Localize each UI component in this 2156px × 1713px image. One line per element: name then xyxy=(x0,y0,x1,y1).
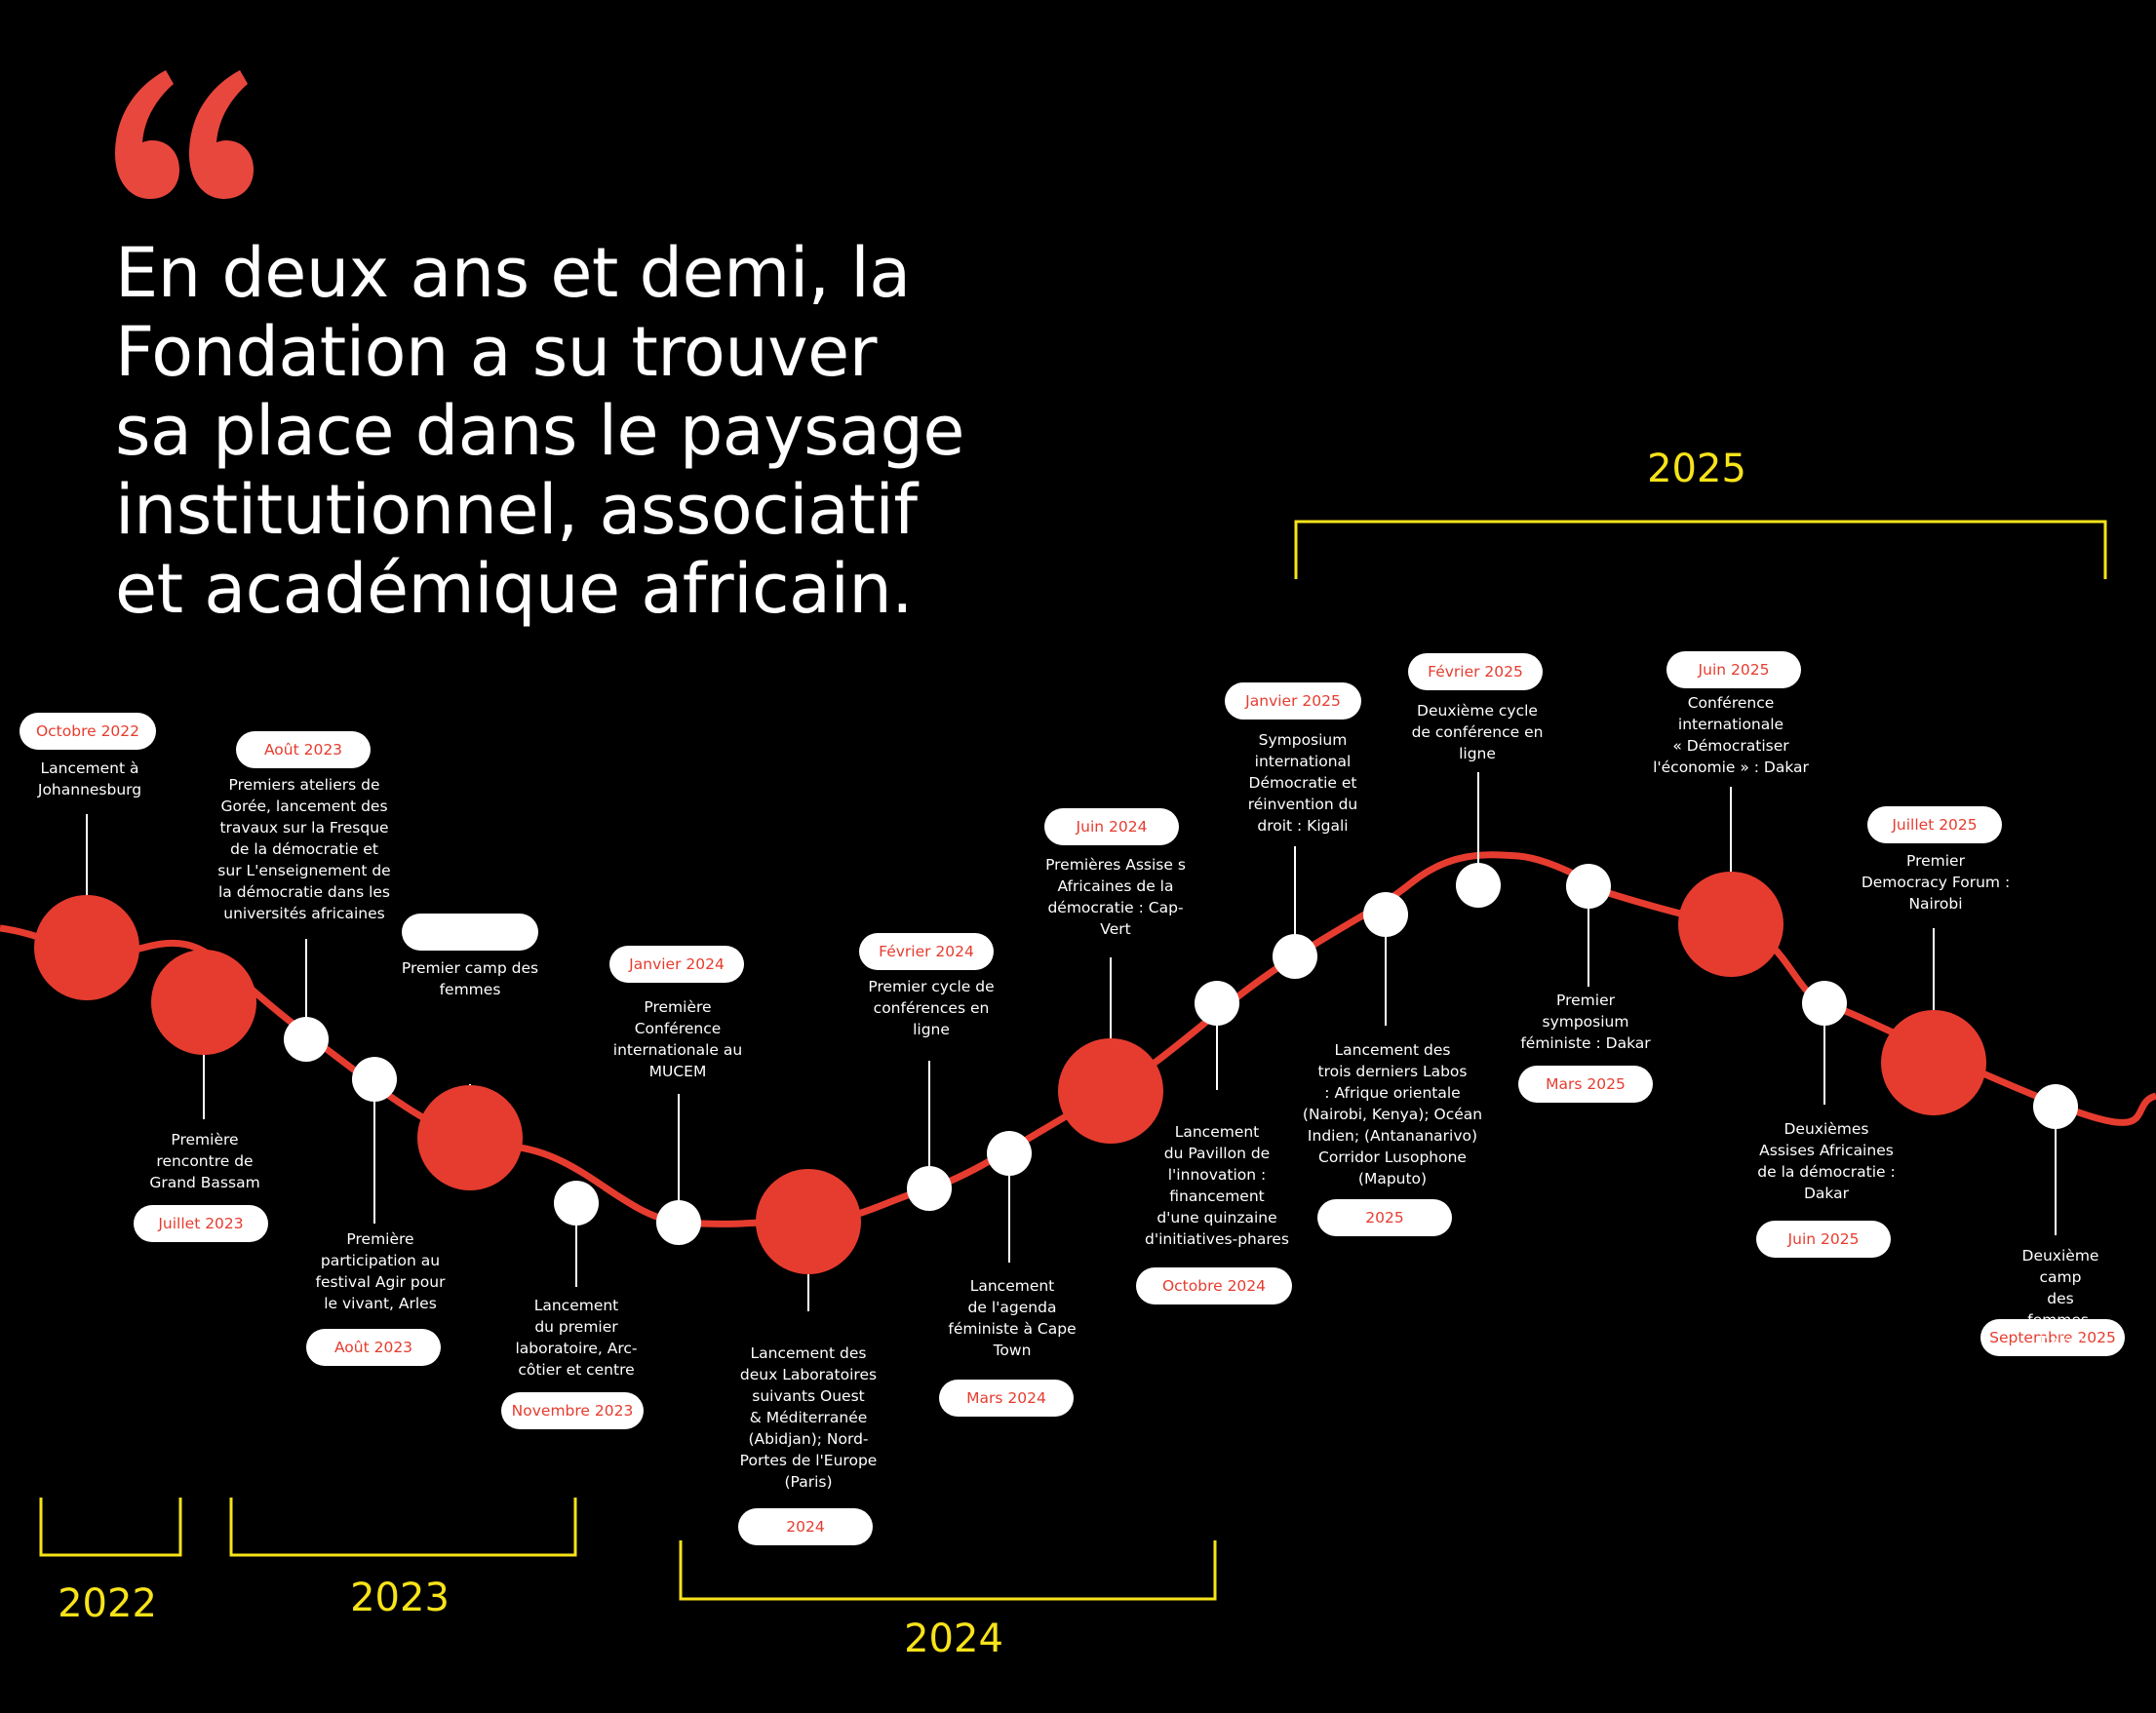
event-date-pill: Octobre 2022 xyxy=(20,713,156,750)
event-description: Symposium international Démocratie et ré… xyxy=(1247,731,1358,835)
year-bracket-2022 xyxy=(39,1498,182,1557)
headline-line: et académique africain. xyxy=(115,549,914,629)
event-date-pill: Juillet 2023 xyxy=(134,1205,268,1242)
event-date-pill: Février 2024 xyxy=(859,933,994,970)
event-date-pill: Juin 2025 xyxy=(1756,1221,1891,1258)
opening-quote-icon xyxy=(115,70,254,199)
event-description: Premières Assise s Africaines de la démo… xyxy=(1045,856,1186,938)
year-brackets xyxy=(39,520,2107,1601)
timeline-minor-node xyxy=(1363,892,1408,937)
timeline-major-node xyxy=(34,895,139,1000)
event-date-pill: Juillet 2025 xyxy=(1867,806,2002,843)
timeline-major-node xyxy=(1678,872,1784,977)
timeline-minor-node xyxy=(1195,981,1239,1026)
timeline-minor-node xyxy=(352,1057,397,1102)
event-date-pill: Novembre 2023 xyxy=(501,1392,644,1429)
event-description: Deuxième camp des femmes, Dakar xyxy=(2021,1247,2099,1350)
year-bracket-2024 xyxy=(679,1540,1217,1601)
headline-line: institutionnel, associatif xyxy=(115,470,918,550)
event-date-pill: Août 2023 xyxy=(306,1329,441,1366)
timeline-major-node xyxy=(1881,1010,1986,1115)
event-description: Lancement des trois derniers Labos : Afr… xyxy=(1302,1041,1483,1187)
event-description: Premier symposium féministe : Dakar xyxy=(1520,992,1651,1052)
event-date-pill: Août 2023 xyxy=(236,731,371,768)
event-date-pill: Juin 2024 xyxy=(1044,808,1179,845)
timeline-minor-node xyxy=(1456,863,1501,908)
event-description: Lancement à Johannesburg xyxy=(37,759,142,798)
event-date-pill: Février 2025 xyxy=(1408,653,1543,690)
event-description: Premier camp des femmes xyxy=(401,959,539,998)
timeline-major-node xyxy=(151,950,256,1055)
timeline-major-node xyxy=(1058,1038,1163,1144)
event-description: Premiers ateliers de Gorée, lancement de… xyxy=(217,776,391,922)
year-bracket-2025 xyxy=(1294,520,2107,579)
event-description: Première Conférence internationale au MU… xyxy=(612,998,743,1080)
timeline-major-node xyxy=(417,1085,523,1190)
event-date-pill: Septembre 2025 xyxy=(1980,1319,2125,1356)
timeline-minor-node xyxy=(554,1181,599,1226)
timeline-minor-node xyxy=(656,1200,701,1245)
year-label-2023: 2023 xyxy=(350,1576,450,1620)
event-description: Lancement de l'agenda féministe à Cape T… xyxy=(948,1277,1077,1359)
event-date-pill: Janvier 2025 xyxy=(1225,682,1361,720)
year-label-2022: 2022 xyxy=(58,1581,157,1626)
event-date-pill: Mars 2024 xyxy=(939,1380,1074,1417)
event-description: Lancement du premier laboratoire, Arc- c… xyxy=(515,1297,638,1379)
timeline-major-node xyxy=(756,1169,861,1274)
headline-line: Fondation a su trouver xyxy=(115,312,878,392)
timeline-minor-node xyxy=(1273,934,1317,979)
timeline-minor-node xyxy=(1566,864,1611,909)
timeline-minor-node xyxy=(284,1017,329,1062)
event-description: Lancement du Pavillon de l'innovation : … xyxy=(1145,1123,1289,1248)
event-description: Premier Democracy Forum : Nairobi xyxy=(1861,852,2011,913)
event-date-pill xyxy=(402,914,538,951)
year-label-2025: 2025 xyxy=(1647,447,1746,491)
event-description: Première participation au festival Agir … xyxy=(315,1230,446,1312)
event-description: Deuxième cycle de conférence en ligne xyxy=(1411,702,1544,762)
year-label-2024: 2024 xyxy=(904,1616,1003,1661)
event-description: Conférence internationale « Démocratiser… xyxy=(1653,694,1809,776)
event-date-pill: Octobre 2024 xyxy=(1136,1267,1292,1304)
event-date-pill: 2024 xyxy=(738,1508,873,1545)
timeline-minor-node xyxy=(1802,981,1847,1026)
event-description: Lancement des deux Laboratoires suivants… xyxy=(739,1344,878,1491)
headline-line: En deux ans et demi, la xyxy=(115,233,911,313)
timeline-curve xyxy=(0,851,2156,1227)
event-description: Première rencontre de Grand Bassam xyxy=(149,1131,260,1191)
headline: En deux ans et demi, la Fondation a su t… xyxy=(115,234,973,629)
timeline-minor-node xyxy=(987,1131,1032,1176)
event-date-pill: Mars 2025 xyxy=(1518,1066,1653,1103)
event-description: Deuxièmes Assises Africaines de la démoc… xyxy=(1757,1120,1896,1202)
event-description: Premier cycle de conférences en ligne xyxy=(868,978,995,1038)
event-date-pill: 2025 xyxy=(1317,1199,1452,1236)
timeline-minor-node xyxy=(907,1166,952,1211)
event-date-pill: Juin 2025 xyxy=(1666,651,1801,688)
event-date-pill: Janvier 2024 xyxy=(609,946,744,983)
year-bracket-2023 xyxy=(229,1498,577,1557)
nodes xyxy=(34,863,2078,1274)
timeline-minor-node xyxy=(2033,1084,2078,1129)
headline-line: sa place dans le paysage xyxy=(115,391,965,471)
